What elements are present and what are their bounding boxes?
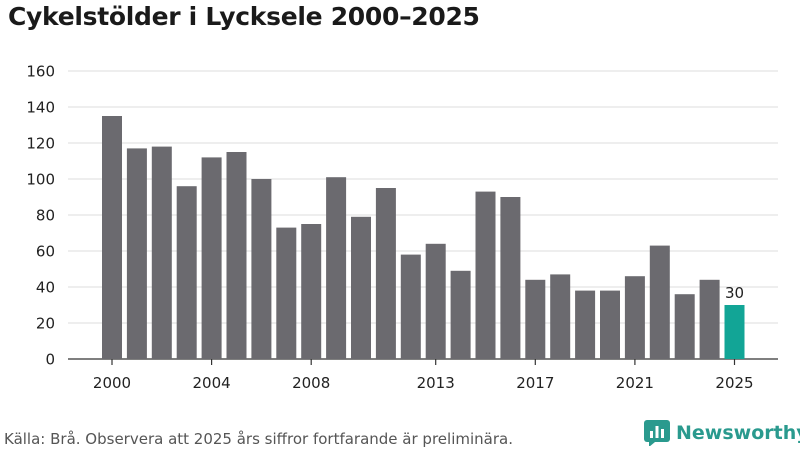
x-tick-label: 2021	[616, 374, 654, 392]
bar-2020	[600, 290, 620, 359]
y-tick-label: 60	[36, 243, 55, 261]
bar-2014	[450, 270, 471, 359]
x-tick-label: 2008	[292, 374, 330, 392]
bar-2007	[276, 227, 297, 359]
bar-2018	[550, 274, 571, 359]
y-axis-ticks: 0 20 40 60 80 100 120 140 160	[26, 63, 55, 369]
y-tick-label: 40	[36, 279, 55, 297]
bar-2008	[301, 224, 322, 359]
bar-2015	[475, 191, 496, 359]
data-label: 30	[725, 284, 744, 302]
chart-title: Cykelstölder i Lycksele 2000–2025	[8, 2, 480, 31]
bar-2013	[425, 243, 446, 359]
source-note: Källa: Brå. Observera att 2025 års siffr…	[4, 430, 513, 448]
y-tick-label: 140	[26, 99, 55, 117]
x-tick-label: 2004	[193, 374, 231, 392]
bar-2012	[400, 254, 421, 359]
bars	[102, 116, 745, 359]
bar-2017	[525, 279, 546, 359]
data-labels: 30	[725, 284, 744, 302]
bar-2022	[649, 245, 670, 359]
y-tick-label: 160	[26, 63, 55, 81]
bar-2019	[575, 290, 596, 359]
brand-name: Newsworthy	[676, 422, 800, 444]
y-tick-label: 0	[45, 351, 55, 369]
bar-2006	[251, 179, 272, 359]
y-tick-label: 100	[26, 171, 55, 189]
bar-2002	[151, 146, 172, 359]
x-tick-label: 2025	[715, 374, 753, 392]
bar-2001	[126, 148, 147, 359]
bar-2009	[326, 177, 347, 359]
bar-2010	[351, 216, 371, 359]
x-tick-label: 2013	[417, 374, 455, 392]
gridlines	[68, 70, 778, 360]
bar-2024	[699, 279, 720, 359]
brand-logo[interactable]: Newsworthy	[644, 420, 800, 446]
x-tick-label: 2017	[516, 374, 554, 392]
bar-2011	[375, 188, 396, 359]
bar-2021	[624, 276, 645, 359]
x-tick-label: 2000	[93, 374, 131, 392]
x-axis-ticks: 2000 2004 2008 2013 2017 2021 2025	[93, 359, 754, 392]
bar-2000	[102, 116, 122, 359]
bar-chart: 0 20 40 60 80 100 120 140 160 30 2000 2004 2008 201…	[26, 63, 778, 392]
bar-2025	[724, 305, 745, 359]
bar-2004	[201, 157, 222, 359]
y-tick-label: 120	[26, 135, 55, 153]
bar-2003	[176, 186, 197, 359]
bar-2023	[674, 294, 695, 359]
bar-2016	[500, 197, 521, 359]
bar-2005	[226, 152, 247, 359]
y-tick-label: 80	[36, 207, 55, 225]
y-tick-label: 20	[36, 315, 55, 333]
newsworthy-logo-icon	[644, 420, 670, 446]
